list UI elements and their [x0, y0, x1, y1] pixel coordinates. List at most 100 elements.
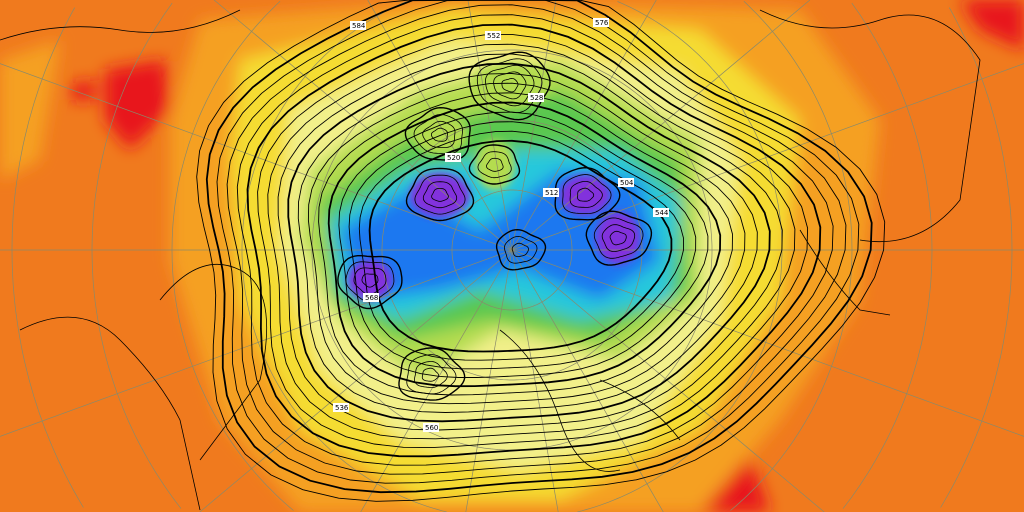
contour-label: 504	[618, 178, 634, 187]
contour-label: 528	[528, 93, 544, 102]
meridian-line	[360, 249, 513, 512]
green-high	[475, 140, 515, 190]
closed-contour	[345, 261, 395, 302]
green-high	[412, 115, 468, 155]
height-contour	[297, 73, 758, 413]
closed-contour	[486, 157, 504, 172]
contour-label-text: 520	[447, 154, 460, 162]
closed-contour	[414, 361, 448, 388]
closed-contour	[477, 151, 512, 179]
contour-label: 576	[593, 18, 609, 27]
height-contour	[257, 33, 809, 449]
coastline	[499, 329, 621, 472]
closed-contour	[337, 255, 403, 310]
contour-label-text: 568	[365, 294, 378, 302]
contour-labels: 552 528 584 576 560 520 512 504 544 568 536	[333, 18, 669, 432]
coastline	[599, 379, 681, 441]
closed-contour	[495, 228, 547, 271]
warm-patch	[960, 0, 1024, 50]
height-contours	[196, 0, 886, 502]
height-contour	[277, 53, 783, 431]
contour-label-text: 544	[655, 209, 669, 217]
closed-contour	[577, 187, 595, 202]
closed-contour	[569, 181, 603, 208]
meridian-line	[511, 249, 825, 512]
contour-label: 568	[363, 293, 379, 302]
coastlines	[0, 9, 981, 511]
closed-contour	[562, 174, 612, 215]
warm-patch	[105, 60, 170, 150]
contour-label-text: 552	[487, 32, 500, 40]
contour-label: 552	[485, 31, 501, 40]
meridian-line	[213, 0, 513, 251]
contour-label-text: 576	[595, 19, 609, 27]
latitude-circle	[11, 7, 1013, 508]
contour-label-text: 584	[352, 22, 366, 30]
orange-zone	[0, 40, 60, 180]
closed-contour	[422, 181, 458, 209]
closed-contour	[585, 210, 653, 266]
meridian-line	[511, 249, 1024, 437]
closed-contour	[406, 354, 457, 395]
meridian-line	[511, 249, 559, 512]
height-contour	[236, 14, 834, 466]
purple-low	[410, 173, 470, 217]
contour-label: 544	[653, 208, 669, 217]
closed-contour	[503, 235, 538, 264]
closed-contour	[414, 174, 466, 215]
height-contour	[205, 0, 873, 494]
height-contour	[318, 92, 733, 396]
closed-contour	[431, 127, 448, 142]
contour-label-text: 504	[620, 179, 634, 187]
closed-contour	[593, 217, 644, 259]
contour-label: 536	[333, 403, 349, 412]
meridian-line	[0, 249, 513, 437]
meridian-line	[199, 249, 513, 512]
closed-contour	[501, 77, 519, 93]
meridian-line	[467, 0, 513, 251]
closed-contour	[601, 224, 636, 252]
closed-contour	[493, 71, 527, 100]
meridian-line	[511, 0, 811, 251]
purple-low	[348, 260, 392, 300]
coastline	[759, 9, 981, 243]
height-contour	[196, 0, 886, 502]
latitude-circle	[91, 2, 933, 509]
closed-contour	[468, 144, 521, 185]
height-contour	[348, 121, 697, 370]
purple-low	[596, 212, 640, 264]
contour-label-text: 512	[545, 189, 558, 197]
coastline	[159, 263, 268, 461]
contour-label: 520	[445, 153, 461, 162]
closed-contour	[405, 167, 475, 222]
closed-contour	[485, 64, 535, 107]
contour-label: 512	[543, 188, 559, 197]
meridian-line	[511, 249, 664, 512]
closed-contour	[609, 230, 627, 246]
height-contour	[216, 0, 860, 484]
contour-label-text: 560	[425, 424, 438, 432]
height-contour	[267, 43, 796, 440]
closed-contour	[361, 273, 379, 288]
closed-contour	[353, 267, 387, 295]
warm-patch	[70, 80, 95, 100]
height-contour	[307, 82, 746, 405]
closed-contour	[398, 347, 466, 401]
contour-label: 560	[423, 423, 439, 432]
coastline	[19, 316, 201, 511]
height-contour	[358, 130, 684, 361]
closed-contour	[476, 58, 543, 114]
height-contour	[368, 139, 673, 353]
meridian-line	[465, 249, 513, 512]
coastline	[0, 9, 241, 41]
closed-contour	[511, 242, 529, 257]
closed-contour	[422, 120, 456, 148]
contour-label-text: 536	[335, 404, 349, 412]
height-contour	[327, 101, 722, 388]
height-contour	[226, 4, 847, 475]
closed-contour	[468, 51, 551, 121]
contour-label-text: 528	[530, 94, 543, 102]
